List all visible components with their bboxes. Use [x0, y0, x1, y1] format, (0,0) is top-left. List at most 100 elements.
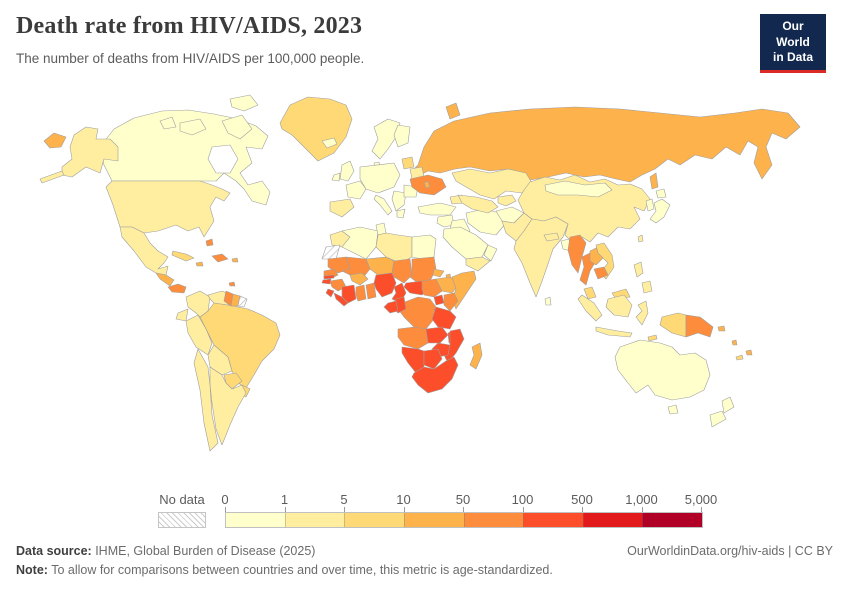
country-botswana[interactable] [423, 348, 443, 370]
country-algeria[interactable] [341, 226, 379, 260]
country-baltic-states[interactable] [401, 156, 415, 170]
country-fiji[interactable] [745, 349, 753, 356]
country-bahamas[interactable] [205, 238, 214, 247]
country-south-africa[interactable] [411, 356, 459, 394]
country-australia[interactable] [614, 339, 711, 401]
country-egypt[interactable] [411, 234, 437, 260]
country-greenland[interactable] [279, 96, 353, 162]
country-argentina[interactable] [209, 366, 247, 446]
country-new-zealand-south[interactable] [709, 410, 727, 428]
country-kyrgyzstan-tajikistan[interactable] [497, 194, 517, 207]
country-alaska[interactable] [61, 126, 119, 178]
country-baffin-island[interactable] [221, 114, 253, 140]
country-somalia[interactable] [451, 270, 477, 310]
country-cuba[interactable] [171, 250, 195, 262]
country-sri-lanka[interactable] [544, 296, 552, 306]
country-kazakhstan[interactable] [451, 168, 533, 200]
country-nigeria[interactable] [373, 272, 397, 298]
country-uzbekistan-turkmenistan[interactable] [457, 194, 499, 214]
country-oman[interactable] [483, 244, 498, 262]
legend-band-2[interactable] [284, 513, 345, 527]
country-panama-costa-rica[interactable] [167, 283, 187, 294]
country-indonesia-sumatra[interactable] [577, 294, 603, 322]
country-spain-portugal[interactable] [329, 198, 355, 218]
country-puerto-rico[interactable] [231, 257, 239, 263]
country-banks-island[interactable] [159, 116, 177, 130]
country-sudan[interactable] [409, 256, 437, 284]
country-liberia[interactable] [333, 292, 349, 307]
country-iceland[interactable] [321, 137, 338, 149]
legend-band-6[interactable] [523, 513, 583, 527]
country-solomon-islands[interactable] [717, 325, 726, 332]
country-angola[interactable] [397, 326, 429, 350]
country-greece[interactable] [396, 208, 406, 219]
country-central-america[interactable] [155, 272, 175, 287]
country-uganda[interactable] [433, 294, 445, 306]
country-central-europe[interactable] [359, 162, 401, 194]
country-eritrea[interactable] [432, 268, 445, 278]
country-french-guiana[interactable] [237, 295, 248, 308]
country-ireland[interactable] [331, 172, 341, 182]
country-united-kingdom[interactable] [339, 160, 355, 182]
country-niger[interactable] [365, 256, 395, 276]
country-chukotka-west[interactable] [43, 132, 67, 149]
legend-band-1[interactable] [226, 513, 285, 527]
country-chad[interactable] [391, 258, 413, 284]
country-vanuatu[interactable] [731, 339, 738, 346]
country-tasmania[interactable] [667, 404, 679, 415]
legend-band-3[interactable] [344, 513, 404, 527]
country-jamaica[interactable] [195, 261, 204, 267]
country-zambia[interactable] [425, 326, 449, 344]
country-taiwan[interactable] [637, 234, 644, 243]
country-guinea-bissau[interactable] [321, 278, 332, 285]
country-italy[interactable] [373, 194, 393, 216]
country-moldova[interactable] [423, 180, 431, 189]
country-philippines-luzon[interactable] [633, 261, 644, 278]
country-gambia[interactable] [323, 274, 335, 280]
country-ecuador[interactable] [175, 308, 189, 322]
country-japan-honshu[interactable] [649, 198, 671, 224]
country-victoria-island[interactable] [179, 118, 207, 136]
country-madagascar[interactable] [469, 342, 483, 370]
country-indonesia-kalimantan[interactable] [605, 294, 633, 318]
owid-url-link[interactable]: OurWorldinData.org/hiv-aids | CC BY [627, 544, 833, 558]
country-norway-sweden[interactable] [371, 118, 401, 160]
country-ellesmere-island[interactable] [229, 94, 259, 112]
owid-logo[interactable]: Our World in Data [760, 14, 826, 73]
country-ivory-coast[interactable] [341, 284, 357, 304]
country-ghana[interactable] [355, 284, 367, 302]
country-hispaniola[interactable] [211, 253, 229, 263]
legend-band-5[interactable] [463, 513, 524, 527]
country-indonesia-sulawesi[interactable] [635, 300, 649, 326]
country-vietnam[interactable] [595, 242, 615, 280]
country-sierra-leone[interactable] [325, 288, 335, 298]
country-colombia[interactable] [185, 290, 211, 318]
country-malaysia-peninsular[interactable] [583, 286, 597, 300]
country-japan-hokkaido[interactable] [655, 188, 667, 199]
country-syria-levant[interactable] [436, 214, 455, 228]
country-novaya-zemlya[interactable] [445, 102, 461, 120]
no-data-swatch[interactable] [158, 512, 206, 528]
legend-band-8[interactable] [642, 513, 702, 527]
country-chile[interactable] [193, 348, 219, 452]
legend-band-4[interactable] [403, 513, 464, 527]
country-togo-benin[interactable] [365, 282, 377, 300]
country-france[interactable] [345, 180, 367, 200]
legend-band-7[interactable] [582, 513, 643, 527]
country-new-zealand-north[interactable] [721, 396, 735, 414]
country-myanmar[interactable] [567, 234, 587, 274]
country-philippines-mindanao[interactable] [641, 280, 653, 294]
country-aleutian-islands[interactable] [39, 170, 65, 184]
country-finland[interactable] [393, 124, 411, 148]
country-indonesia-java[interactable] [595, 326, 633, 338]
country-peru[interactable] [185, 314, 213, 356]
country-korea[interactable] [645, 198, 655, 212]
country-russia[interactable] [413, 106, 801, 183]
country-dr-congo[interactable] [397, 296, 437, 330]
country-canada[interactable] [99, 109, 271, 206]
country-western-sahara[interactable] [321, 244, 341, 260]
country-turkey[interactable] [417, 202, 457, 216]
country-timor[interactable] [647, 334, 658, 342]
country-kenya[interactable] [443, 292, 459, 312]
country-yemen[interactable] [465, 256, 491, 272]
